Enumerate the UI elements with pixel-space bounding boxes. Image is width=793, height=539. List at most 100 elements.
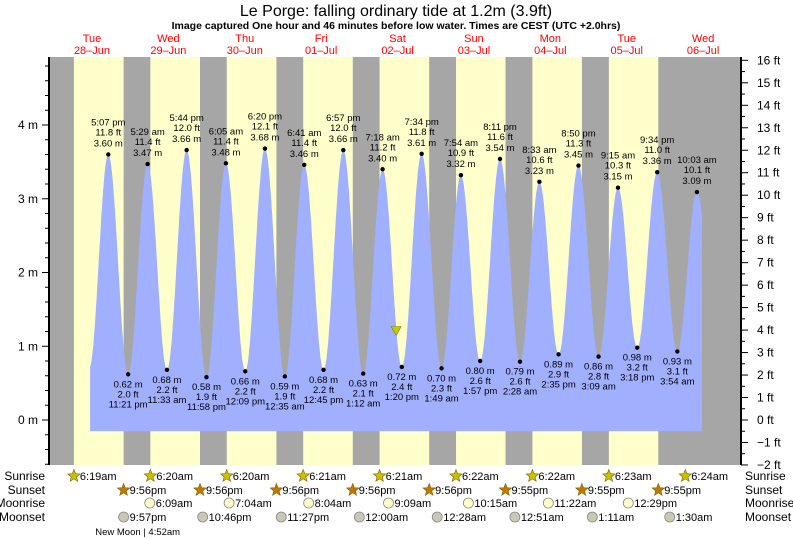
- sunset-time: 9:56pm: [359, 485, 396, 497]
- high-tide-feet: 10.3 ft: [605, 161, 632, 172]
- tide-area: [90, 148, 702, 432]
- high-tide-point: [615, 185, 621, 190]
- high-tide-point: [145, 161, 150, 167]
- sunrise-time: 6:19am: [80, 471, 117, 483]
- high-tide-point: [419, 151, 424, 156]
- high-tide-meters: 3.36 m: [643, 156, 672, 167]
- left-tick-label: 0 m: [18, 413, 38, 427]
- sunset-star-icon: [574, 482, 589, 496]
- low-tide-meters: 0.63 m: [349, 379, 378, 390]
- sunrise-time: 6:22am: [462, 471, 499, 483]
- moonrise-moon-icon: [462, 497, 474, 509]
- chart-title: Le Porge: falling ordinary tide at 1.2m …: [240, 3, 552, 20]
- low-tide-feet: 2.9 ft: [548, 369, 569, 380]
- sunset-star-icon: [345, 482, 360, 496]
- sunrise-row-label-left: Sunrise: [4, 469, 45, 483]
- right-tick-label: 8 ft: [757, 233, 774, 247]
- day-of-week-label: Wed: [157, 33, 179, 45]
- low-tide-time: 12:09 pm: [225, 396, 265, 407]
- high-tide-feet: 10.6 ft: [526, 155, 553, 166]
- low-tide-meters: 0.58 m: [192, 382, 221, 393]
- low-tide-time: 12:45 pm: [304, 395, 344, 406]
- sunset-time: 9:56pm: [130, 485, 167, 497]
- high-tide-meters: 3.32 m: [446, 159, 475, 170]
- low-tide-feet: 2.0 ft: [118, 389, 139, 400]
- low-tide-feet: 2.8 ft: [588, 372, 609, 383]
- low-tide-time: 1:49 am: [424, 393, 458, 404]
- high-tide-time: 7:54 am: [444, 138, 478, 149]
- high-tide-point: [458, 172, 464, 178]
- right-tick-label: 12 ft: [757, 143, 781, 157]
- high-tide-time: 7:18 am: [365, 132, 399, 143]
- high-tide-point: [223, 161, 229, 166]
- moonset-time: 1:30am: [676, 512, 713, 524]
- high-tide-feet: 11.3 ft: [566, 139, 592, 150]
- left-tick-label: 2 m: [18, 266, 38, 280]
- current-level-marker: [390, 326, 402, 337]
- low-tide-point: [675, 349, 680, 354]
- high-tide-point: [106, 152, 111, 157]
- low-tide-feet: 2.6 ft: [470, 376, 491, 387]
- right-tick-label: 2 ft: [757, 368, 774, 382]
- low-tide-feet: 3.2 ft: [627, 363, 648, 374]
- sunset-row-label-left: Sunset: [8, 483, 46, 497]
- date-label: 28–Jun: [74, 45, 110, 57]
- sunset-star-icon: [422, 482, 437, 496]
- moonset-time: 12:00am: [365, 512, 408, 524]
- day-of-week-label: Sun: [464, 33, 484, 45]
- high-tide-meters: 3.47 m: [133, 148, 162, 159]
- sunrise-star-icon: [449, 468, 463, 482]
- high-tide-time: 9:34 pm: [640, 135, 674, 146]
- sunrise-star-icon: [66, 468, 81, 482]
- sunrise-time: 6:20am: [233, 471, 270, 483]
- moonrise-time: 7:04am: [235, 498, 272, 510]
- sunset-time: 9:55pm: [512, 485, 549, 497]
- low-tide-time: 2:35 pm: [541, 379, 575, 390]
- sunrise-time: 6:21am: [386, 471, 423, 483]
- sunrise-star-icon: [219, 468, 234, 482]
- high-tide-point: [380, 167, 385, 172]
- right-tick-label: 14 ft: [757, 98, 781, 112]
- low-tide-meters: 0.68 m: [309, 375, 338, 386]
- low-tide-meters: 0.86 m: [584, 362, 613, 373]
- left-tick-label: 3 m: [18, 192, 38, 206]
- low-tide-time: 1:12 am: [346, 399, 380, 410]
- low-tide-meters: 0.98 m: [623, 353, 652, 364]
- right-tick-label: 0 ft: [757, 413, 774, 427]
- moonset-moon-icon: [431, 511, 443, 523]
- sunrise-time: 6:20am: [156, 471, 193, 483]
- high-tide-feet: 11.0 ft: [644, 145, 670, 156]
- low-tide-point: [243, 369, 248, 374]
- moonrise-moon-icon: [383, 497, 394, 509]
- day-of-week-label: Fri: [315, 33, 328, 45]
- moonrise-moon-icon: [622, 497, 634, 509]
- high-tide-time: 6:05 am: [209, 126, 243, 137]
- sunrise-star-icon: [143, 468, 158, 482]
- low-tide-time: 3:18 pm: [620, 373, 654, 384]
- moonrise-time: 12:29pm: [634, 498, 677, 510]
- low-tide-feet: 1.9 ft: [274, 391, 295, 402]
- right-tick-label: 4 ft: [757, 323, 774, 337]
- sunrise-star-icon: [678, 468, 693, 482]
- chart-subtitle: Image captured One hour and 46 minutes b…: [172, 20, 621, 32]
- low-tide-point: [635, 345, 640, 350]
- high-tide-point: [654, 170, 660, 175]
- low-tide-meters: 0.89 m: [544, 359, 573, 370]
- sunrise-time: 6:24am: [691, 471, 728, 483]
- right-tick-label: 5 ft: [757, 301, 774, 315]
- sunrise-time: 6:22am: [538, 471, 575, 483]
- right-tick-label: 9 ft: [757, 211, 774, 225]
- date-label: 29–Jun: [150, 45, 186, 57]
- moonrise-moon-icon: [542, 497, 554, 509]
- moonrise-row-label-right: Moonrise: [745, 496, 793, 510]
- low-tide-time: 1:20 pm: [385, 392, 419, 403]
- low-tide-time: 11:58 pm: [187, 402, 226, 413]
- high-tide-point: [341, 147, 346, 153]
- right-tick-label: 15 ft: [757, 76, 781, 90]
- left-tick-label: 1 m: [18, 339, 38, 353]
- low-tide-meters: 0.70 m: [427, 373, 456, 384]
- date-label: 04–Jul: [534, 45, 566, 57]
- low-tide-point: [164, 367, 170, 373]
- sunset-star-icon: [651, 482, 666, 496]
